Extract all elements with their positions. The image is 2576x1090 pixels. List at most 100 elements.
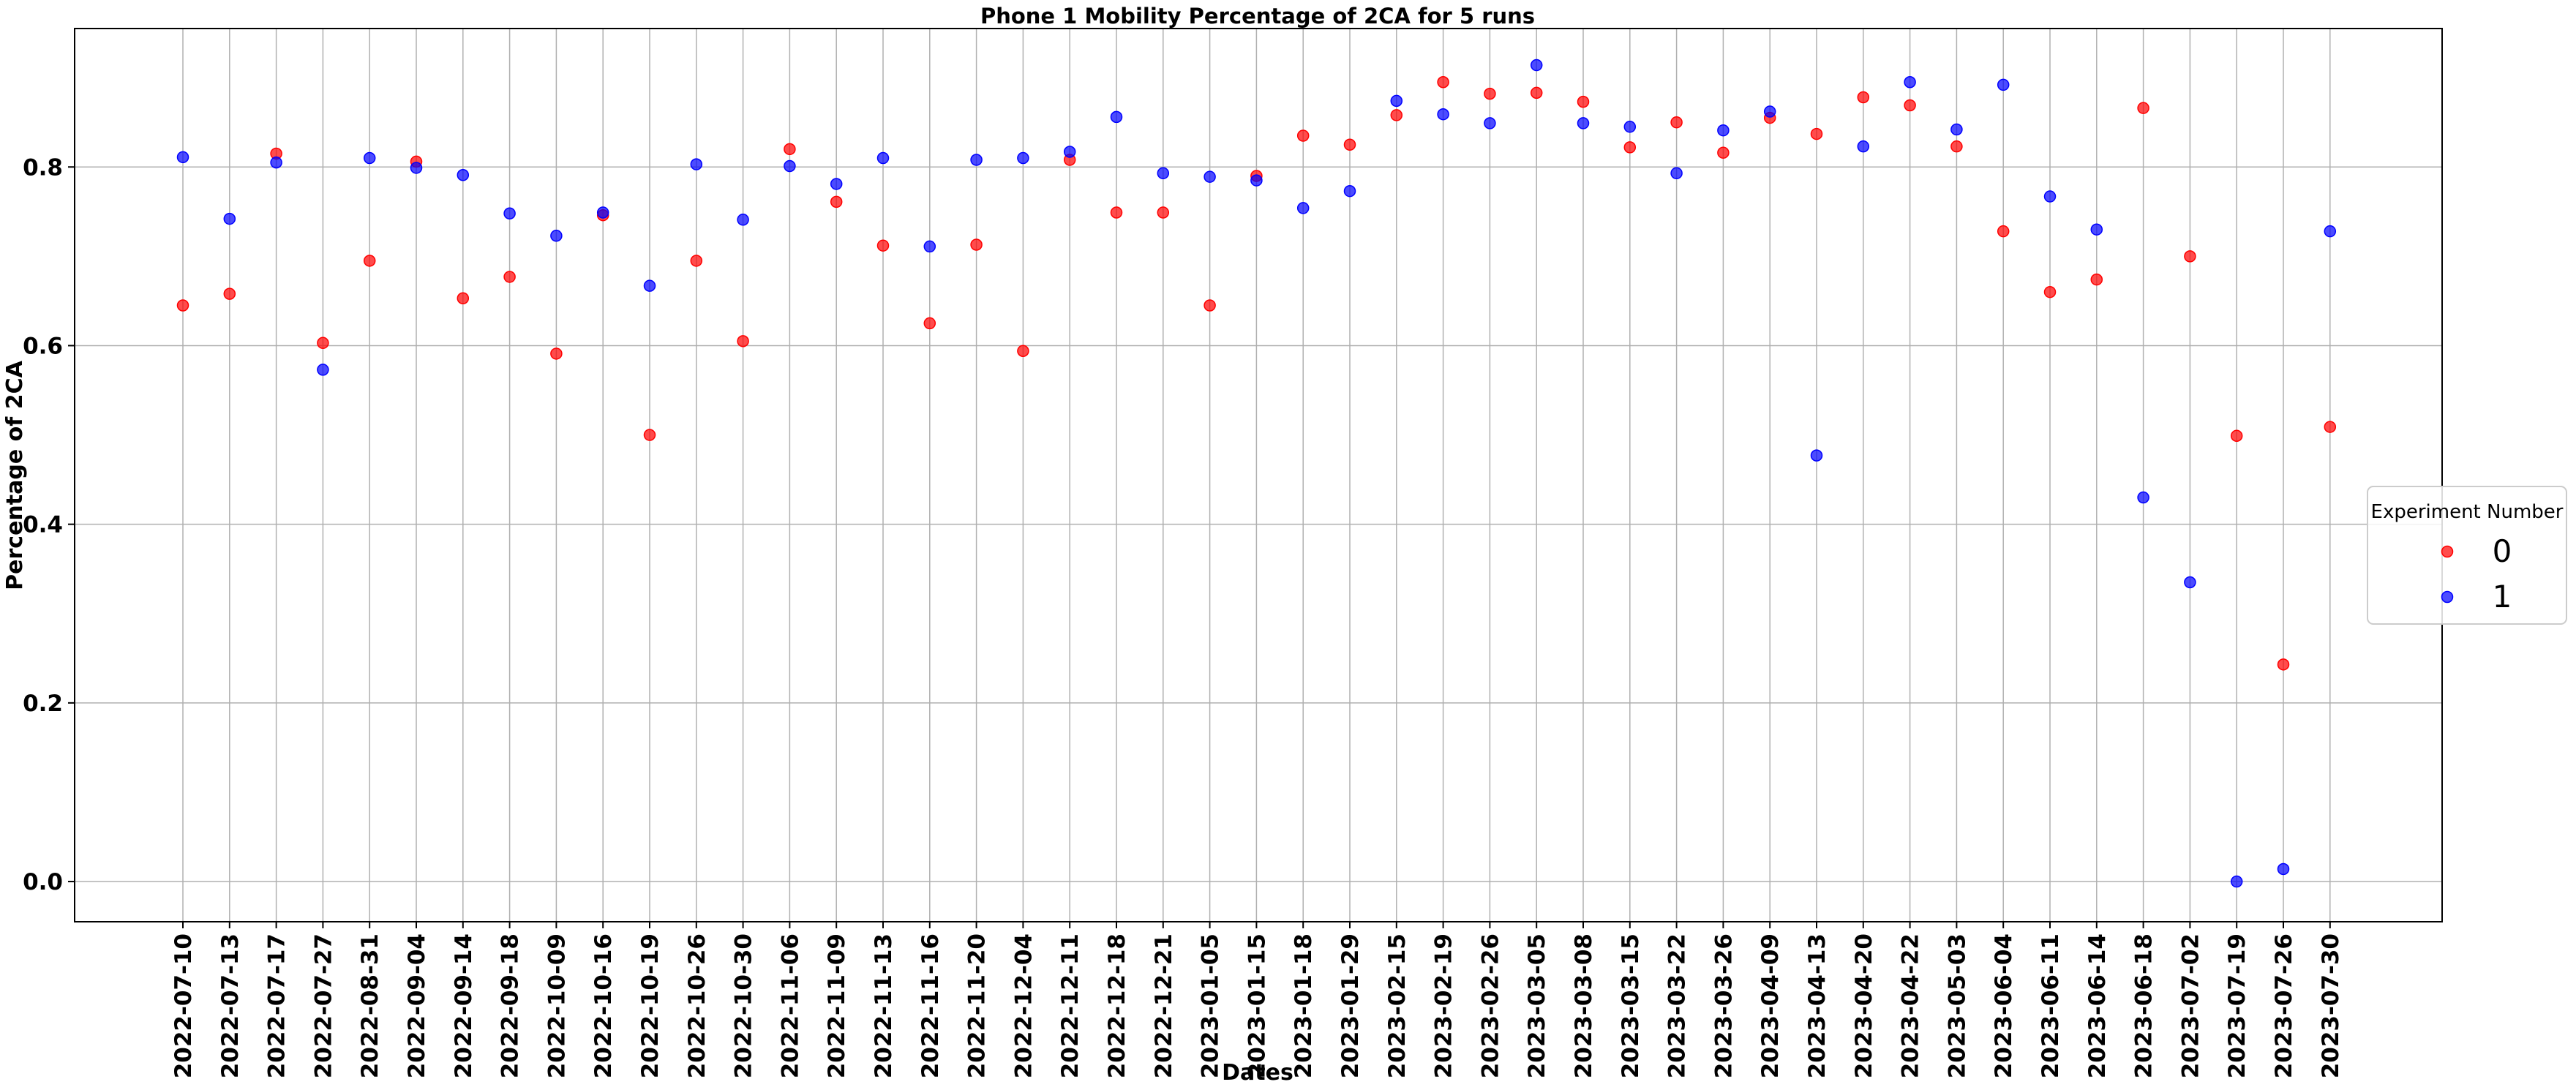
x-tick-label: 2023-04-22 xyxy=(1898,933,1924,1078)
data-point-series-1 xyxy=(1484,117,1496,129)
data-point-series-0 xyxy=(830,195,843,208)
y-axis-label: Percentage of 2CA xyxy=(2,360,28,590)
x-tick-label: 2023-02-19 xyxy=(1431,933,1457,1078)
data-point-series-0 xyxy=(363,255,376,267)
data-point-series-1 xyxy=(1904,76,1916,89)
x-tick-label: 2022-07-10 xyxy=(170,933,197,1078)
data-point-series-1 xyxy=(270,156,282,169)
data-point-series-1 xyxy=(1110,110,1123,124)
data-point-series-0 xyxy=(1343,138,1356,151)
x-tick-label: 2022-09-18 xyxy=(497,933,524,1078)
data-point-series-1 xyxy=(2137,491,2149,504)
data-point-series-1 xyxy=(1670,167,1683,180)
data-point-series-0 xyxy=(1577,95,1590,108)
x-tick-label: 2022-12-21 xyxy=(1151,933,1177,1078)
data-point-series-1 xyxy=(2277,862,2290,876)
data-point-series-1 xyxy=(1063,146,1076,158)
plot-frame xyxy=(74,28,2443,922)
data-point-series-0 xyxy=(737,335,749,347)
data-point-series-0 xyxy=(1997,225,2010,238)
data-point-series-1 xyxy=(550,230,563,242)
data-point-series-0 xyxy=(1530,86,1543,99)
data-point-series-1 xyxy=(970,154,983,166)
data-point-series-0 xyxy=(2230,429,2243,443)
x-tick-label: 2023-07-19 xyxy=(2224,933,2250,1078)
x-tick-label: 2023-04-13 xyxy=(1804,933,1830,1078)
x-tick-label: 2023-01-05 xyxy=(1198,933,1224,1078)
data-point-series-0 xyxy=(457,292,470,304)
x-tick-label: 2022-08-31 xyxy=(357,933,383,1078)
data-point-series-1 xyxy=(1950,123,1963,136)
x-tick-label: 2023-01-15 xyxy=(1244,933,1270,1078)
y-tick-label: 0.4 xyxy=(23,512,63,538)
data-point-series-1 xyxy=(1577,117,1590,129)
data-point-series-1 xyxy=(503,207,516,219)
data-point-series-0 xyxy=(2137,102,2149,114)
data-point-series-0 xyxy=(1623,141,1637,154)
data-point-series-0 xyxy=(2043,285,2057,298)
data-point-series-1 xyxy=(2090,223,2103,236)
x-axis-ticks: 2022-07-10 2022-07-13 2022-07-17 2022-07-27… xyxy=(170,922,2344,1078)
data-point-series-0 xyxy=(1296,129,1310,142)
x-tick-label: 2023-03-22 xyxy=(1664,933,1691,1078)
x-tick-label: 2022-10-26 xyxy=(684,933,710,1078)
data-point-series-1 xyxy=(176,151,189,164)
data-point-series-1 xyxy=(223,212,236,225)
data-point-series-0 xyxy=(643,429,656,441)
y-tick-label: 0.2 xyxy=(23,691,63,717)
x-tick-label: 2023-03-15 xyxy=(1618,933,1644,1078)
x-tick-label: 2023-07-02 xyxy=(2177,933,2204,1078)
x-tick-label: 2022-10-09 xyxy=(544,933,570,1078)
x-tick-label: 2022-10-16 xyxy=(590,933,617,1078)
x-tick-label: 2023-07-26 xyxy=(2271,933,2297,1078)
x-tick-label: 2023-04-09 xyxy=(1757,933,1784,1078)
legend: Experiment Number 0 1 xyxy=(2367,486,2567,625)
data-point-series-0 xyxy=(1110,206,1123,219)
data-point-series-0 xyxy=(2324,421,2337,433)
data-points xyxy=(176,59,2337,888)
x-tick-label: 2023-06-14 xyxy=(2084,933,2111,1078)
data-point-series-1 xyxy=(923,240,936,253)
data-point-series-0 xyxy=(2090,273,2103,286)
data-point-series-0 xyxy=(1717,146,1730,159)
data-point-series-1 xyxy=(784,159,796,173)
data-point-series-1 xyxy=(1997,78,2010,91)
y-tick-label: 0.8 xyxy=(23,154,63,181)
x-tick-label: 2022-07-27 xyxy=(310,933,337,1078)
x-tick-label: 2022-11-20 xyxy=(964,933,991,1078)
x-tick-label: 2022-10-19 xyxy=(637,933,664,1078)
data-point-series-0 xyxy=(1437,76,1449,89)
y-axis-ticks: 0.0 0.2 0.4 0.6 0.8 xyxy=(23,154,75,895)
legend-marker-1 xyxy=(2441,590,2454,604)
data-point-series-0 xyxy=(923,317,936,330)
legend-label-1: 1 xyxy=(2493,579,2512,614)
x-tick-label: 2023-01-29 xyxy=(1337,933,1364,1078)
data-point-series-0 xyxy=(970,238,983,251)
x-axis-label: Dates xyxy=(1222,1060,1293,1086)
x-tick-label: 2023-06-04 xyxy=(1991,933,2017,1078)
data-point-series-0 xyxy=(1390,109,1403,121)
y-tick-label: 0.6 xyxy=(23,333,63,359)
data-point-series-1 xyxy=(1717,124,1730,137)
legend-label-0: 0 xyxy=(2493,533,2512,569)
data-point-series-1 xyxy=(1763,105,1776,118)
y-tick-label: 0.0 xyxy=(23,869,63,895)
data-point-series-1 xyxy=(2043,190,2057,203)
grid-lines xyxy=(75,29,2442,922)
data-point-series-1 xyxy=(1343,184,1356,198)
x-tick-label: 2023-03-26 xyxy=(1711,933,1737,1078)
data-point-series-0 xyxy=(503,271,516,283)
data-point-series-0 xyxy=(1484,87,1496,100)
data-point-series-1 xyxy=(643,279,656,292)
data-point-series-0 xyxy=(2184,250,2196,263)
x-tick-label: 2023-03-08 xyxy=(1571,933,1597,1078)
x-tick-label: 2022-07-17 xyxy=(264,933,290,1078)
legend-box xyxy=(2367,486,2567,625)
data-point-series-1 xyxy=(2230,875,2243,888)
x-tick-label: 2023-06-18 xyxy=(2131,933,2158,1078)
data-point-series-1 xyxy=(1157,167,1170,180)
data-point-series-1 xyxy=(1296,202,1310,214)
x-tick-label: 2022-12-11 xyxy=(1057,933,1084,1078)
data-point-series-0 xyxy=(223,287,236,300)
